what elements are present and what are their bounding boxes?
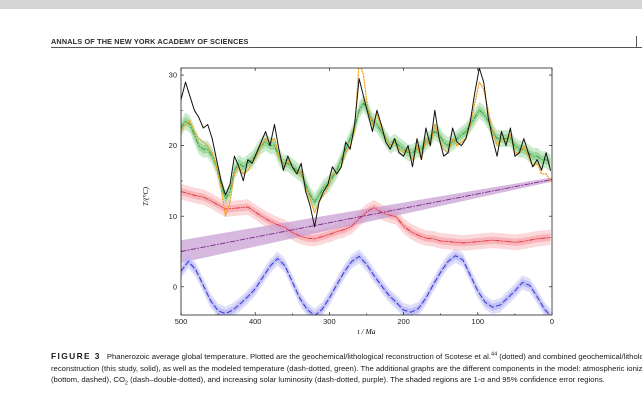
series-line-ionization bbox=[181, 255, 551, 315]
series-line-luminosity bbox=[181, 179, 552, 252]
caption-text-3: (dash–double-dotted), and increasing sol… bbox=[127, 375, 605, 385]
series-line-reconstruction_this_study bbox=[181, 68, 551, 228]
plot-bands bbox=[181, 94, 552, 315]
x-tick-label: 500 bbox=[175, 317, 188, 326]
band-luminosity bbox=[181, 177, 552, 263]
x-tick-label: 400 bbox=[249, 317, 262, 326]
caption-ref: 44 bbox=[491, 351, 498, 358]
figure-label: FIGURE 3 bbox=[51, 351, 101, 361]
y-tick-label: 20 bbox=[169, 141, 177, 150]
top-shade-band bbox=[0, 0, 642, 9]
band-1sigma-ionization bbox=[181, 252, 551, 315]
band-95-ionization bbox=[181, 248, 551, 315]
series-line-modeled bbox=[181, 102, 551, 203]
caption-co2-sub: 2 bbox=[124, 380, 128, 387]
plot-ticks: 500 400 300 200 100 0 0 10 20 30 bbox=[169, 68, 554, 326]
caption-text-1: Phanerozoic average global temperature. … bbox=[106, 352, 492, 361]
x-tick-label: 300 bbox=[323, 317, 336, 326]
temperature-chart: 500 400 300 200 100 0 0 10 20 30 t / Ma T/(°C) bbox=[141, 67, 554, 336]
band-1sigma-co2 bbox=[181, 188, 551, 247]
header-rule bbox=[51, 47, 642, 48]
y-axis-label: T/(°C) bbox=[141, 186, 150, 206]
x-tick-label: 200 bbox=[397, 317, 410, 326]
caption-text-2: (dotted) and combined geochemical/lithol… bbox=[51, 352, 642, 385]
y-tick-label: 30 bbox=[169, 71, 177, 80]
x-tick-label: 0 bbox=[550, 317, 554, 326]
x-tick-label: 100 bbox=[472, 317, 485, 326]
band-1sigma-modeled bbox=[181, 99, 551, 207]
y-tick-label: 0 bbox=[173, 282, 177, 291]
series-line-scotese bbox=[181, 68, 552, 217]
plot-lines bbox=[181, 68, 552, 315]
header-rule-tick bbox=[636, 36, 637, 47]
series-line-co2 bbox=[181, 191, 551, 244]
y-tick-label: 10 bbox=[169, 212, 177, 221]
figure-caption: FIGURE 3 Phanerozoic average global tempe… bbox=[51, 351, 642, 386]
x-axis-label: t / Ma bbox=[358, 327, 376, 336]
running-head: ANNALS OF THE NEW YORK ACADEMY OF SCIENC… bbox=[51, 37, 249, 46]
